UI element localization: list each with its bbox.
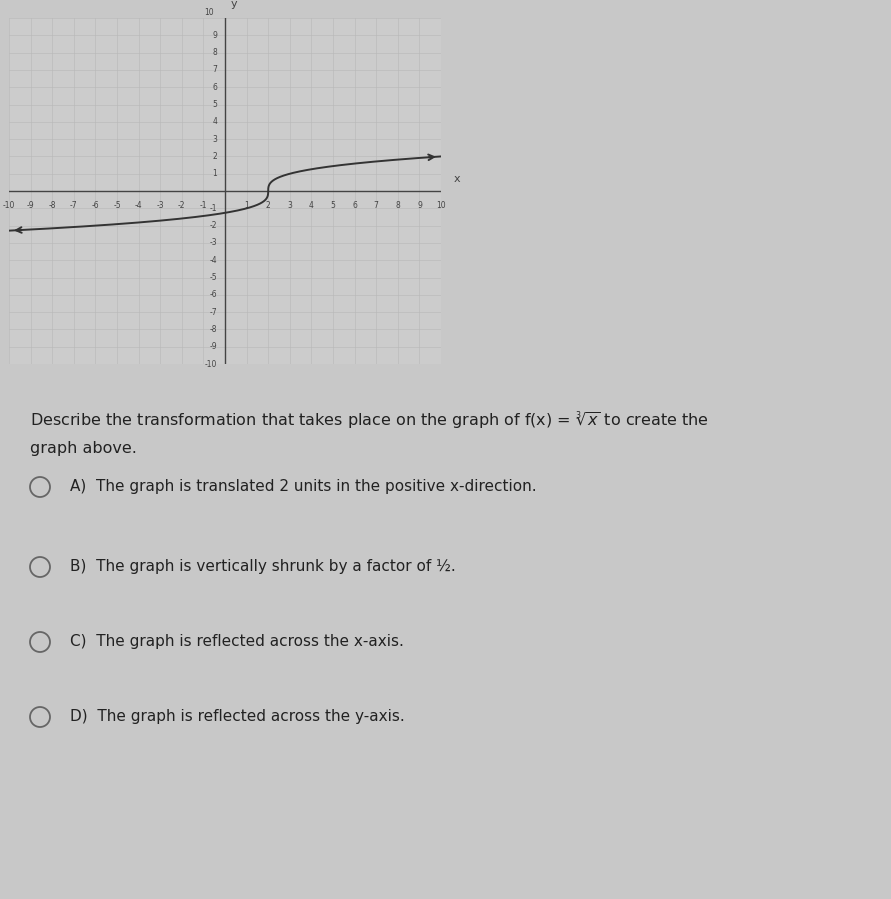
Text: 1: 1	[244, 200, 249, 209]
Text: y: y	[231, 0, 237, 9]
Text: -7: -7	[69, 200, 78, 209]
Text: -6: -6	[92, 200, 99, 209]
Text: -2: -2	[210, 221, 217, 230]
Text: 7: 7	[374, 200, 379, 209]
Text: 8: 8	[213, 48, 217, 58]
Text: 10: 10	[437, 200, 446, 209]
Text: 4: 4	[309, 200, 314, 209]
Text: B)  The graph is vertically shrunk by a factor of ½.: B) The graph is vertically shrunk by a f…	[70, 559, 456, 574]
Text: 2: 2	[266, 200, 271, 209]
Text: 2: 2	[213, 152, 217, 161]
Text: 5: 5	[213, 100, 217, 109]
Text: 7: 7	[213, 66, 217, 75]
Text: -5: -5	[209, 273, 217, 282]
Text: -10: -10	[205, 360, 217, 369]
Text: 3: 3	[288, 200, 292, 209]
Text: -10: -10	[3, 200, 15, 209]
Text: -9: -9	[27, 200, 35, 209]
Text: -5: -5	[113, 200, 121, 209]
Text: -6: -6	[209, 290, 217, 299]
Text: -4: -4	[135, 200, 143, 209]
Text: 9: 9	[417, 200, 421, 209]
Text: -1: -1	[200, 200, 207, 209]
Text: 1: 1	[213, 169, 217, 178]
Text: Describe the transformation that takes place on the graph of f(x) = $\sqrt[3]{x}: Describe the transformation that takes p…	[30, 409, 708, 432]
Text: -7: -7	[209, 307, 217, 316]
Text: -9: -9	[209, 343, 217, 352]
Text: 9: 9	[213, 31, 217, 40]
Text: -4: -4	[209, 255, 217, 265]
Text: graph above.: graph above.	[30, 441, 137, 456]
Text: -8: -8	[210, 325, 217, 334]
Text: -1: -1	[210, 204, 217, 213]
Text: 3: 3	[213, 135, 217, 144]
Text: -8: -8	[48, 200, 56, 209]
Text: -2: -2	[178, 200, 185, 209]
Text: 6: 6	[352, 200, 357, 209]
Text: C)  The graph is reflected across the x-axis.: C) The graph is reflected across the x-a…	[70, 634, 404, 649]
Text: -3: -3	[209, 238, 217, 247]
Text: 8: 8	[396, 200, 400, 209]
Text: D)  The graph is reflected across the y-axis.: D) The graph is reflected across the y-a…	[70, 709, 405, 724]
Text: x: x	[454, 174, 461, 184]
Text: 10: 10	[205, 8, 214, 17]
Text: A)  The graph is translated 2 units in the positive x-direction.: A) The graph is translated 2 units in th…	[70, 479, 536, 494]
Text: 5: 5	[331, 200, 335, 209]
Text: 4: 4	[213, 117, 217, 127]
Text: 6: 6	[213, 83, 217, 92]
Text: -3: -3	[156, 200, 164, 209]
